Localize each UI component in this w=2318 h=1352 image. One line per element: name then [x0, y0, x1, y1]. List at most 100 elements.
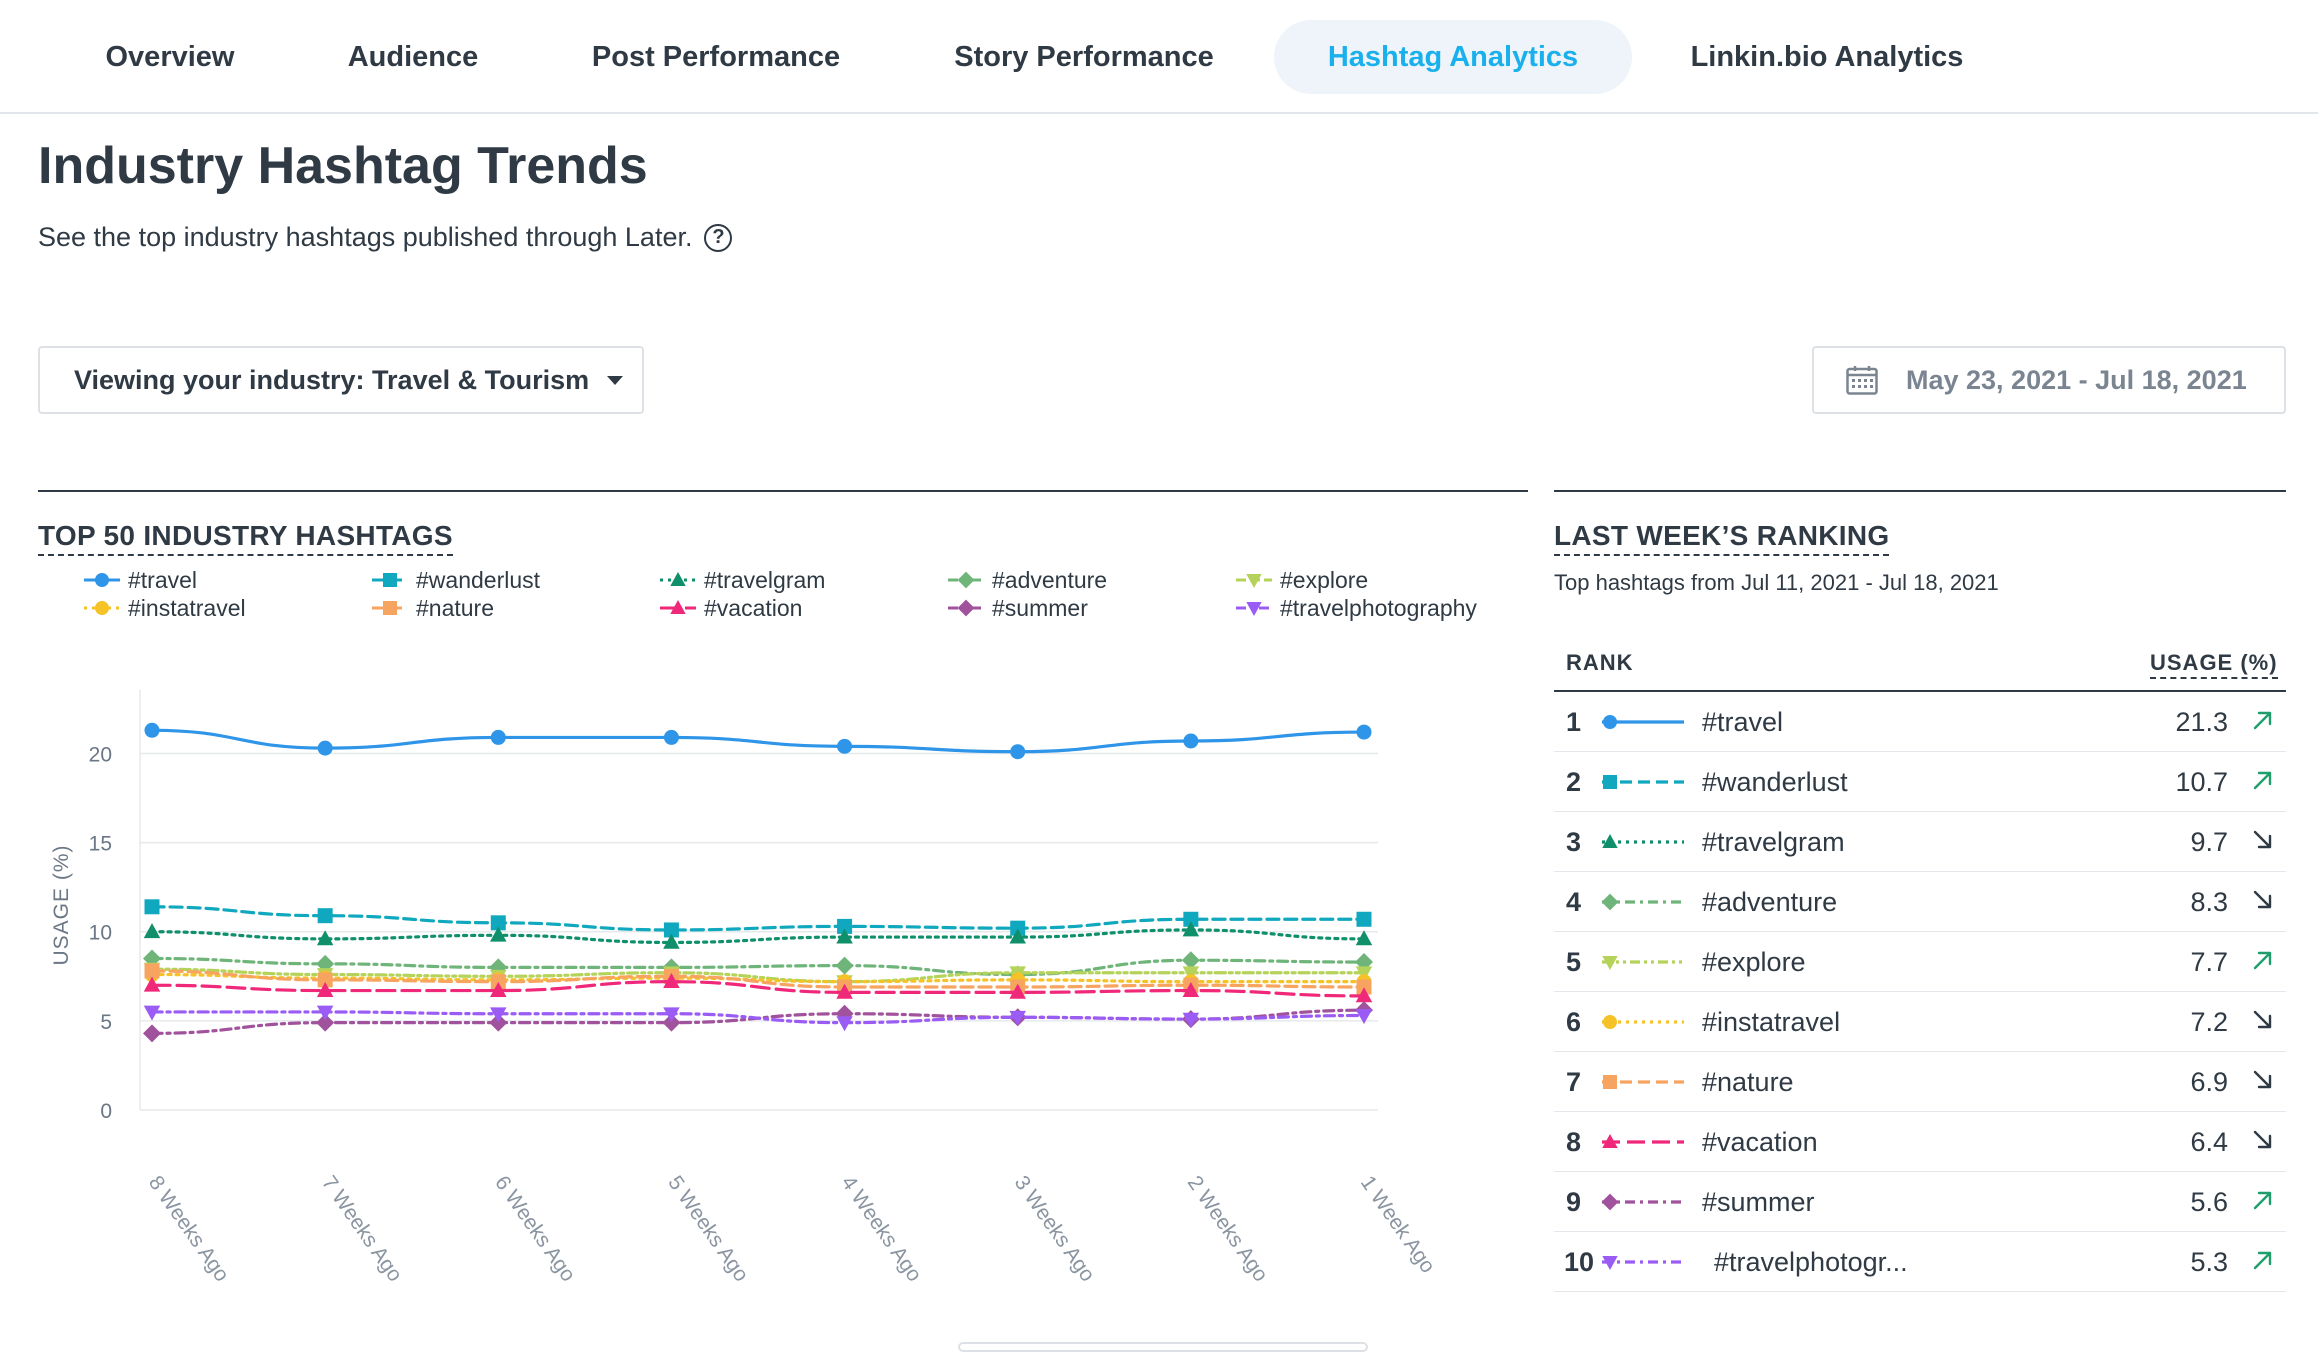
series-line	[150, 967, 1366, 984]
legend-item[interactable]: #vacation	[660, 595, 802, 621]
data-point	[490, 974, 506, 990]
legend-item[interactable]: #instatravel	[84, 595, 246, 621]
ranking-section-divider	[1554, 490, 2286, 492]
ranking-col-usage[interactable]: USAGE (%)	[2150, 650, 2278, 679]
ranking-section-title: LAST WEEK’S RANKING	[1554, 520, 1890, 556]
trend-arrow	[2253, 1010, 2272, 1029]
tab-overview[interactable]: Overview	[105, 41, 235, 73]
data-point	[1009, 928, 1026, 944]
ranking-row: 3 #travelgram 9.7	[1554, 812, 2286, 872]
series-line	[150, 969, 1366, 989]
legend-label: #instatravel	[128, 595, 246, 621]
arrow-up-right-icon	[2253, 711, 2272, 730]
series-swatch-icon	[1602, 1015, 1684, 1029]
legend-item[interactable]: #travelgram	[660, 567, 825, 593]
legend-marker	[383, 573, 397, 587]
trend-arrow	[2253, 1130, 2272, 1149]
legend-item[interactable]: #explore	[1236, 567, 1368, 593]
trend-arrow	[2253, 830, 2272, 849]
legend-item[interactable]: #wanderlust	[372, 567, 541, 593]
data-point	[316, 1005, 334, 1021]
legend-item[interactable]: #travel	[84, 567, 197, 593]
data-point	[316, 1013, 335, 1032]
x-tick-label: 7 Weeks Ago	[317, 1172, 407, 1286]
legend-item[interactable]: #nature	[372, 595, 494, 621]
chart-legend: #travel #wanderlust #travelgram #adventure #…	[84, 567, 1477, 621]
trend-arrow	[2253, 711, 2272, 730]
tab-post-performance[interactable]: Post Performance	[591, 41, 841, 73]
date-range-picker[interactable]: May 23, 2021 - Jul 18, 2021	[1812, 346, 2286, 414]
rank-number: 5	[1566, 947, 1582, 977]
data-point	[1183, 911, 1199, 927]
industry-dropdown[interactable]: Viewing your industry: Travel & Tourism	[38, 346, 644, 414]
tab-story-performance[interactable]: Story Performance	[954, 41, 1214, 73]
data-point	[1355, 930, 1373, 946]
data-point	[1183, 733, 1199, 749]
hashtag-usage-line-chart: 0 5 10 15 20 USAGE (%) 8 Weeks Ago 7 Weeks Ago 6…	[50, 567, 1477, 1286]
data-point	[837, 918, 853, 934]
arrow-down-right-icon	[2253, 1070, 2272, 1089]
x-tick-label: 6 Weeks Ago	[490, 1172, 580, 1286]
swatch-marker	[1602, 956, 1618, 971]
legend-marker	[1246, 574, 1262, 589]
industry-dropdown-label: Viewing your industry: Travel & Tourism	[74, 364, 590, 395]
legend-label: #travelgram	[704, 567, 825, 593]
data-point	[835, 956, 854, 975]
data-point	[1355, 987, 1373, 1003]
legend-marker	[1246, 602, 1262, 617]
data-point	[490, 729, 506, 745]
legend-label: #nature	[416, 595, 494, 621]
data-point	[490, 1007, 507, 1023]
legend-item[interactable]: #adventure	[948, 567, 1107, 593]
subtitle-text: See the top industry hashtags published …	[38, 222, 693, 252]
rank-hashtag: #explore	[1702, 947, 1806, 977]
swatch-marker	[1601, 893, 1619, 911]
rank-hashtag: #adventure	[1702, 887, 1838, 917]
legend-item[interactable]: #travelphotography	[1236, 595, 1477, 621]
rank-hashtag: #travelgram	[1702, 827, 1845, 857]
ranking-row: 7 #nature 6.9	[1554, 1052, 2286, 1112]
data-point	[1182, 981, 1200, 997]
series-line	[150, 1010, 1366, 1025]
pagination[interactable]	[958, 1342, 1368, 1352]
help-icon[interactable]: ?	[704, 223, 733, 252]
legend-label: #travel	[128, 567, 197, 593]
tab-linkin-bio-analytics[interactable]: Linkin.bio Analytics	[1690, 41, 1964, 73]
data-point	[144, 899, 160, 915]
series-swatch-icon	[1602, 833, 1684, 848]
data-point	[1010, 744, 1026, 760]
x-tick-label: 8 Weeks Ago	[144, 1172, 234, 1286]
data-point	[836, 1016, 853, 1032]
swatch-marker	[1603, 1015, 1617, 1029]
data-point	[317, 908, 333, 924]
data-point	[1356, 911, 1372, 927]
legend-label: #vacation	[704, 595, 802, 621]
rank-usage-value: 7.7	[2190, 947, 2228, 977]
series-swatch-icon	[1602, 956, 1684, 971]
x-tick-label: 3 Weeks Ago	[1010, 1172, 1100, 1286]
rank-hashtag: #travelphotogr...	[1714, 1247, 1908, 1277]
y-tick-label: 5	[100, 1011, 112, 1034]
data-point	[317, 740, 333, 756]
rank-usage-value: 9.7	[2190, 827, 2228, 857]
top-nav: Overview Audience Post Performance Story…	[0, 0, 2318, 114]
data-point	[490, 926, 507, 942]
legend-label: #travelphotography	[1280, 595, 1477, 621]
tab-audience[interactable]: Audience	[347, 41, 479, 73]
rank-usage-value: 10.7	[2175, 767, 2228, 797]
rank-hashtag: #nature	[1702, 1067, 1794, 1097]
trend-arrow	[2253, 1191, 2272, 1210]
tab-hashtag-analytics[interactable]: Hashtag Analytics	[1274, 20, 1632, 94]
ranking-row: 8 #vacation 6.4	[1554, 1112, 2286, 1172]
legend-item[interactable]: #summer	[948, 595, 1088, 621]
calendar-icon	[1846, 366, 1878, 395]
legend-marker	[957, 599, 975, 617]
series-line	[150, 928, 1366, 945]
rank-usage-value: 6.4	[2190, 1127, 2228, 1157]
ranking-row: 4 #adventure 8.3	[1554, 872, 2286, 932]
data-point	[143, 1005, 161, 1021]
trend-arrow	[2253, 1070, 2272, 1089]
series-travelphotography	[143, 1005, 1373, 1032]
legend-marker	[670, 599, 686, 614]
series-line	[150, 905, 1366, 932]
